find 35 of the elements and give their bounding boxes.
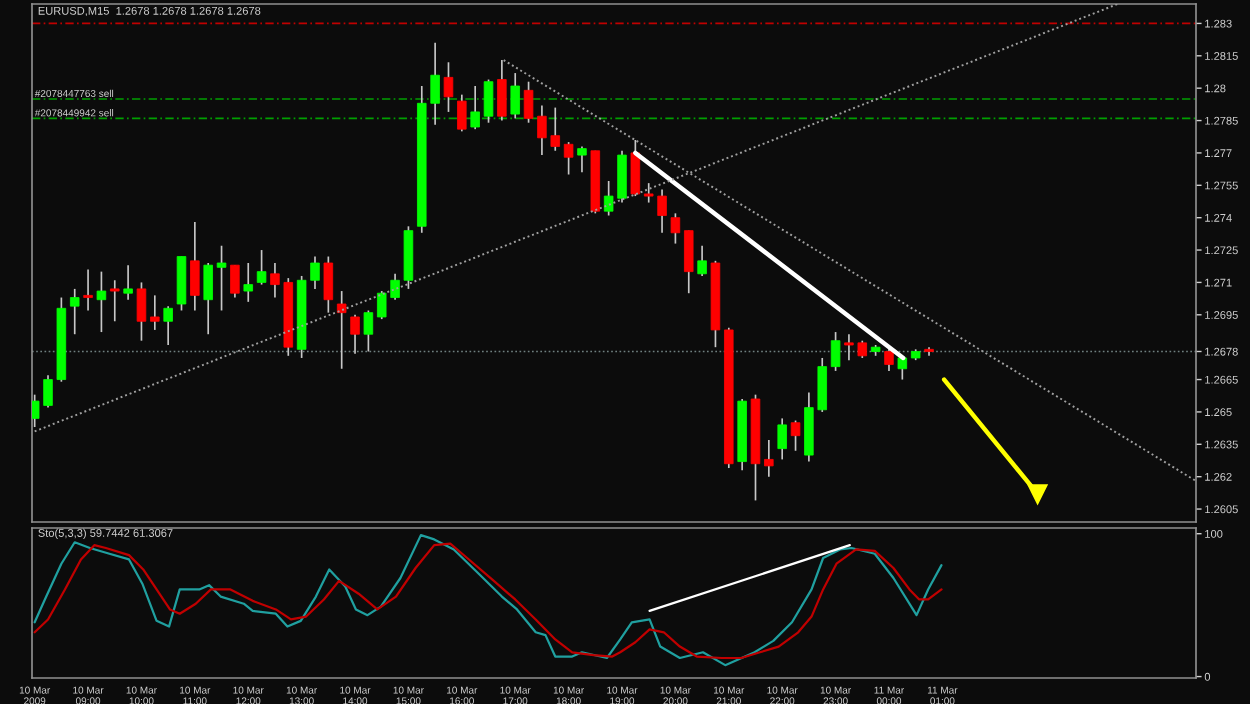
candlestick [230, 264, 240, 299]
candlestick [777, 417, 787, 461]
candlestick [176, 255, 187, 312]
candlestick [136, 281, 147, 342]
candlestick [483, 78, 494, 124]
candlestick [457, 93, 467, 133]
candlestick [110, 279, 120, 323]
candlestick [683, 229, 694, 295]
candlestick [163, 305, 173, 346]
candlestick [790, 419, 801, 452]
candlestick [203, 262, 213, 336]
candlestick [336, 290, 347, 370]
candlestick [83, 268, 93, 312]
candlestick [764, 439, 774, 478]
candlestick [243, 262, 254, 303]
candlestick [256, 249, 267, 286]
candlestick [497, 59, 507, 122]
candlestick [470, 85, 480, 131]
candlestick [830, 331, 841, 372]
candlestick [563, 141, 574, 176]
candlestick [363, 309, 374, 353]
candlestick [69, 288, 80, 336]
candlestick [123, 264, 133, 301]
candlestick [323, 255, 334, 314]
candlestick [96, 270, 107, 333]
candlestick [577, 145, 587, 174]
candlestick [350, 313, 360, 355]
candlestick [443, 61, 454, 113]
candlestick [216, 244, 227, 312]
candlestick [670, 212, 681, 245]
candlestick [510, 72, 520, 120]
candlestick [190, 221, 200, 312]
candlestick [697, 244, 707, 277]
candlestick [630, 139, 641, 197]
candlestick [150, 294, 160, 331]
